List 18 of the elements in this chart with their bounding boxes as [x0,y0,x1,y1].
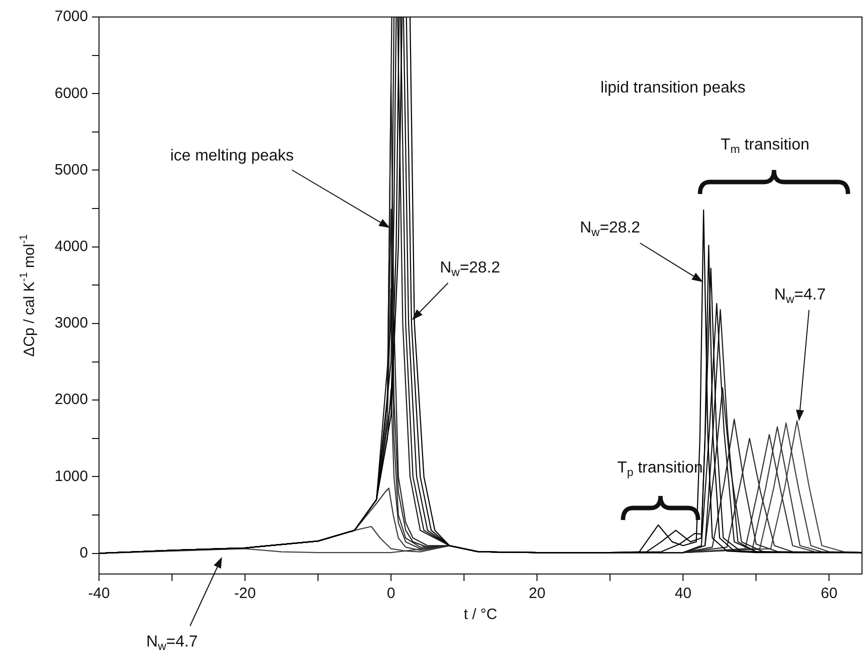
x-tick-label: -40 [88,585,110,602]
y-tick-label: 6000 [54,84,88,102]
x-tick-label: 0 [386,585,396,602]
y-tick-label: 5000 [54,161,88,178]
x-tick-label: 40 [674,585,692,602]
y-tick-label: 0 [80,544,88,562]
y-tick-label: 3000 [54,314,88,332]
x-tick-label: -20 [234,585,256,602]
y-axis-title: ΔCp / cal K-1 mol-1 [18,234,38,357]
x-axis-title: t / °C [464,606,498,624]
annotation: lipid transition peaks [600,79,746,96]
annotation: ice melting peaks [170,147,294,164]
y-tick-label: 1000 [54,468,88,485]
x-tick-label: 20 [528,585,546,602]
x-tick-label: 60 [820,585,838,602]
y-tick-label: 7000 [54,8,88,26]
y-tick-label: 4000 [54,238,88,255]
y-tick-label: 2000 [54,391,88,408]
